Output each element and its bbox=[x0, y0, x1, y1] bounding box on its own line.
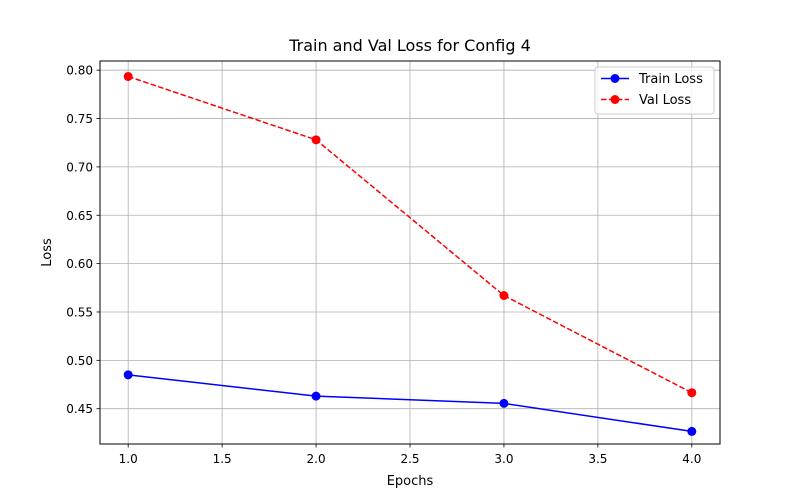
y-tick-label: 0.65 bbox=[66, 209, 93, 223]
legend: Train Loss Val Loss bbox=[594, 66, 715, 115]
y-tick-label: 0.45 bbox=[66, 402, 93, 416]
legend-train-marker bbox=[610, 74, 620, 83]
y-tick-label: 0.70 bbox=[66, 160, 93, 174]
y-tick-label: 0.50 bbox=[66, 354, 93, 368]
val-loss-point bbox=[123, 71, 133, 81]
x-axis-label: Epochs bbox=[387, 474, 434, 489]
y-tick-label: 0.55 bbox=[66, 305, 93, 319]
train-loss-point bbox=[123, 370, 133, 380]
x-tick-label: 3.0 bbox=[494, 452, 513, 466]
y-axis-label: Loss bbox=[40, 238, 55, 267]
train-loss-point bbox=[499, 398, 509, 408]
train-loss-point bbox=[687, 426, 697, 436]
train-loss-line bbox=[128, 374, 692, 433]
x-tick-label: 2.5 bbox=[400, 452, 419, 466]
x-tick-label: 3.5 bbox=[588, 452, 607, 466]
chart-title: Train and Val Loss for Config 4 bbox=[288, 36, 531, 55]
y-tick-label: 0.80 bbox=[66, 64, 93, 78]
x-tick-label: 1.5 bbox=[213, 452, 232, 466]
x-tick-label: 4.0 bbox=[682, 452, 701, 466]
axis-ticks: 1.0 1.5 2.0 2.5 3.0 3.5 4.0 0.45 0.50 0.55 0.60 0.6… bbox=[66, 64, 701, 466]
legend-val-marker bbox=[610, 95, 620, 104]
train-loss-point bbox=[311, 391, 321, 401]
y-tick-label: 0.75 bbox=[66, 112, 93, 126]
val-loss-line bbox=[127, 75, 693, 394]
val-loss-point bbox=[499, 291, 509, 301]
y-tick-label: 0.60 bbox=[66, 257, 93, 271]
legend-val-label: Val Loss bbox=[639, 93, 691, 108]
val-loss-point bbox=[311, 135, 321, 145]
legend-train-label: Train Loss bbox=[638, 72, 703, 87]
grid-lines bbox=[100, 61, 720, 444]
x-tick-label: 1.0 bbox=[119, 452, 138, 466]
x-tick-label: 2.0 bbox=[307, 452, 326, 466]
val-loss-point bbox=[687, 388, 697, 398]
data-series bbox=[123, 71, 697, 436]
